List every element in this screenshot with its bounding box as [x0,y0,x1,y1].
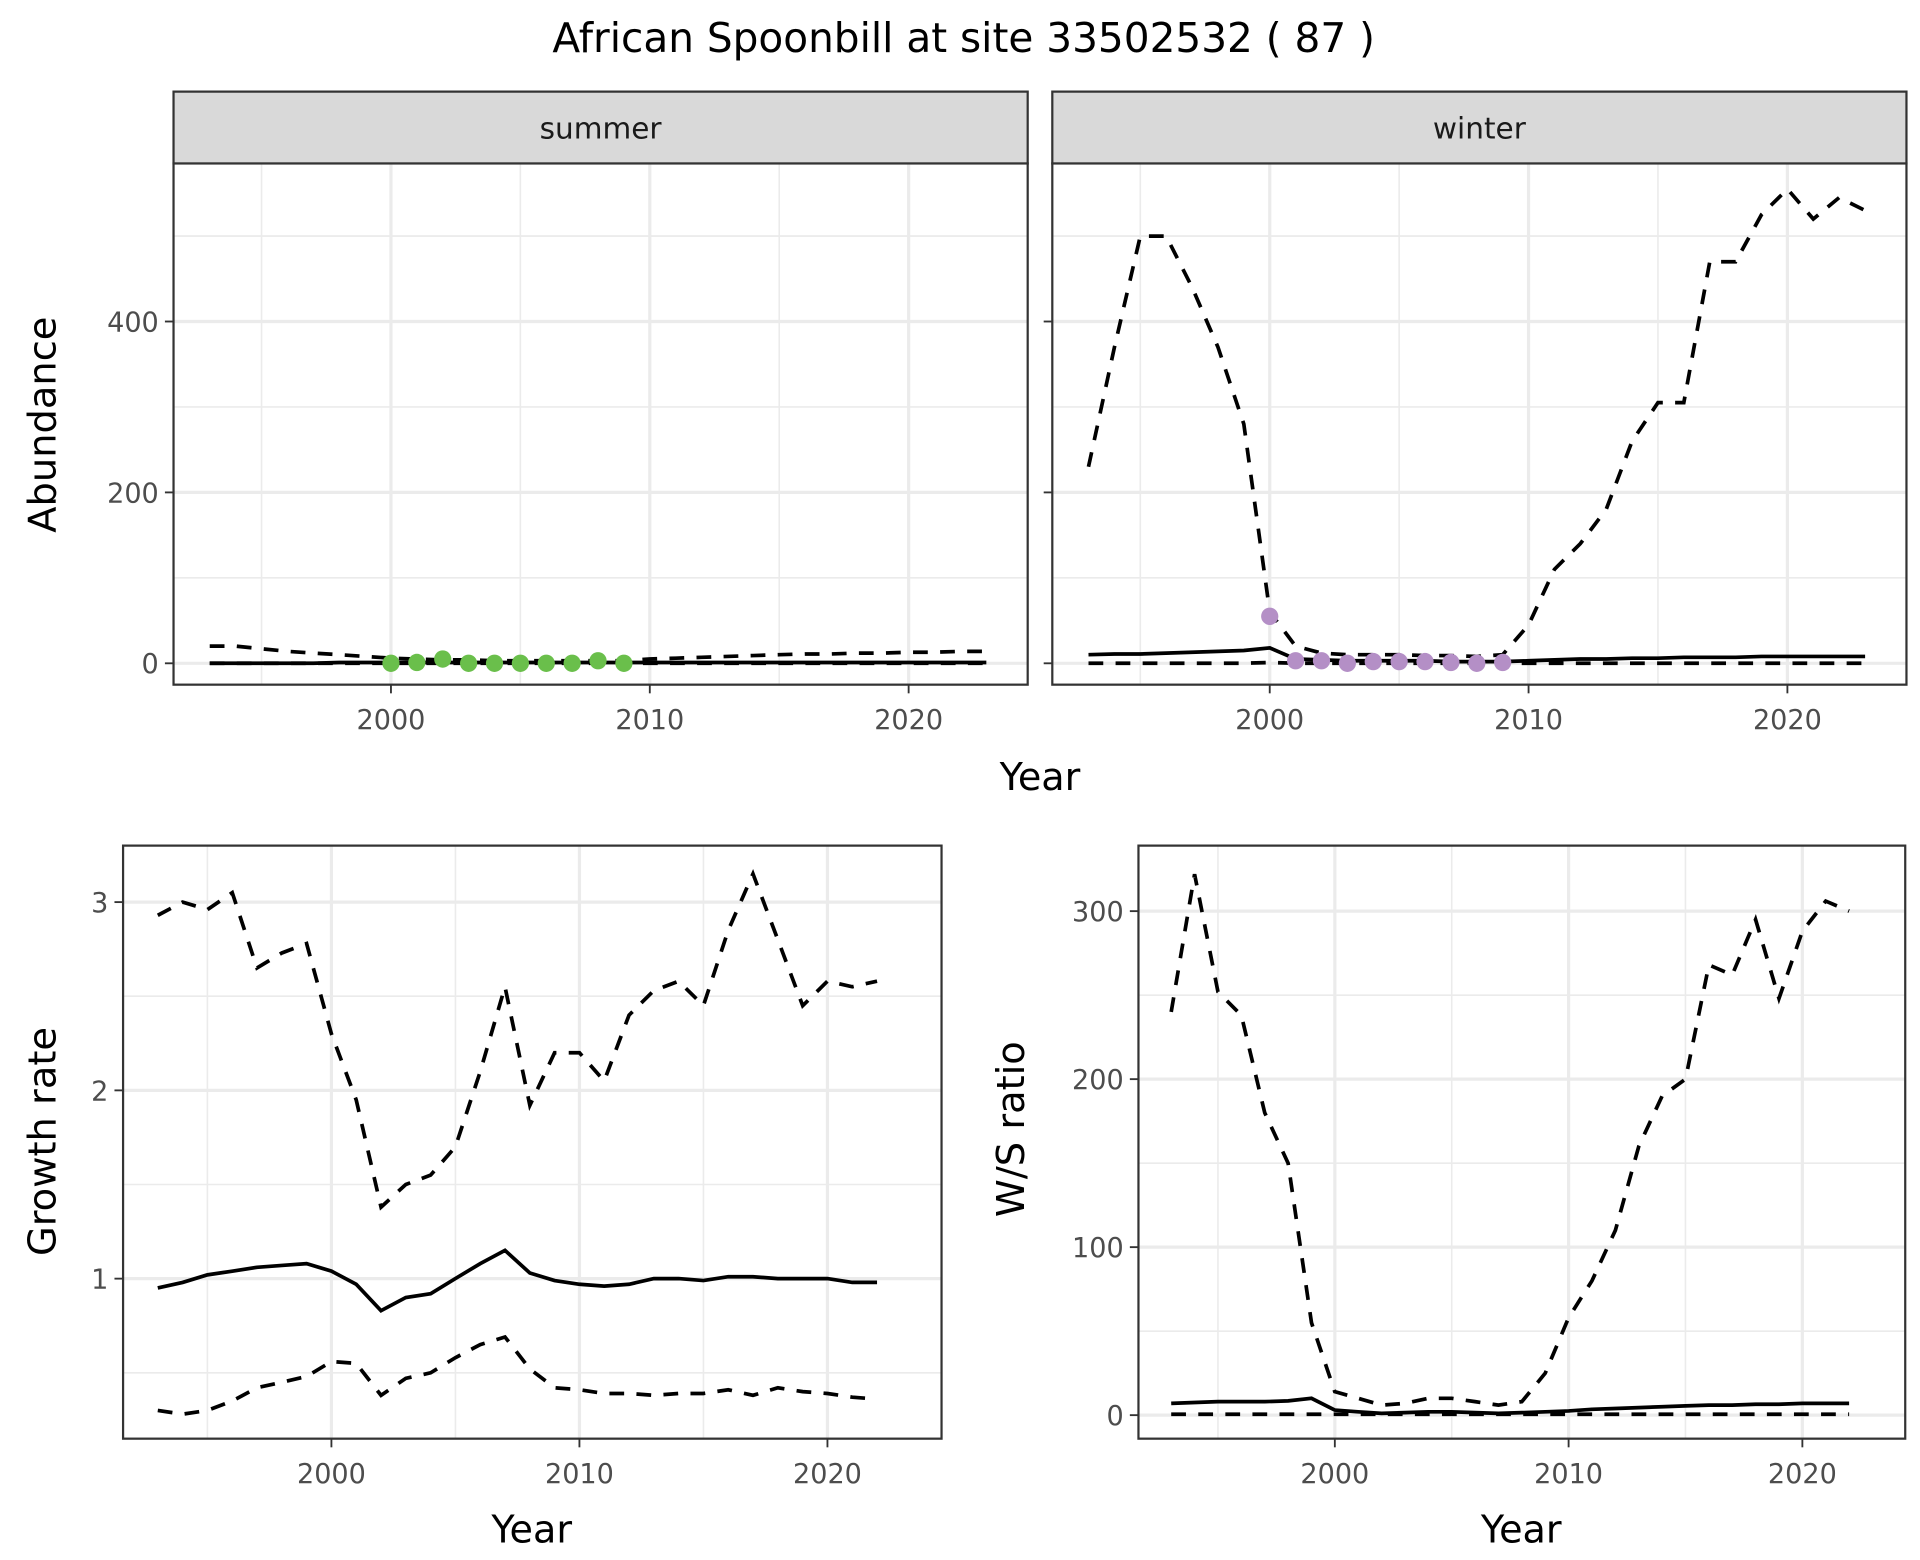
data-point [485,654,504,672]
data-point [615,654,633,672]
x-tick-label: 2000 [357,705,426,736]
series-line-lower-bound [157,1334,878,1417]
y-tick-label: 0 [1106,1401,1123,1432]
x-axis-title: Year [1480,1508,1562,1553]
y-axis-title: Growth rate [20,1027,65,1256]
data-point [589,652,607,670]
x-tick-label: 2000 [1235,705,1304,736]
plot-background [173,163,1028,685]
x-tick-label: 2010 [1534,1459,1603,1490]
panel-border [1137,844,1907,1440]
data-point [434,650,452,668]
data-point [1364,652,1382,671]
data-point [1390,652,1408,671]
panel-ws-ratio: 2000 2010 2020 0 100 200 300 Year W/S ratio [989,844,1907,1553]
data-point [382,654,400,672]
panel-border [121,844,943,1440]
x-tick-label: 2020 [874,705,943,736]
chart-title: African Spoonbill at site 33502532 ( 87 … [552,14,1375,62]
panel-abundance-winter: 2000 2010 2020 winter [1043,90,1908,736]
x-tick-label: 2020 [1768,1459,1837,1490]
plot-background [1052,163,1907,685]
x-tick-label: 2010 [615,705,684,736]
data-point [537,654,555,672]
x-tick-label: 2010 [545,1459,614,1490]
y-tick-label: 200 [107,478,159,509]
y-axis-title: W/S ratio [989,1041,1034,1217]
y-axis-title: Abundance [20,317,65,533]
data-point [1338,654,1356,672]
y-tick-label: 3 [91,888,108,919]
data-point [511,654,529,672]
y-tick-label: 100 [1072,1233,1124,1264]
y-tick-label: 400 [107,307,159,338]
x-tick-label: 2000 [297,1459,366,1490]
x-tick-label: 2000 [1300,1459,1369,1490]
data-point [1468,654,1486,672]
plot-background [123,845,942,1439]
y-tick-label: 2 [91,1076,108,1107]
data-point [1261,607,1279,625]
data-point [1286,652,1305,670]
y-tick-label: 200 [1072,1065,1124,1096]
y-tick-label: 1 [91,1264,108,1295]
panel-abundance-summer: 2000 2010 2020 0 200 400 summer [107,90,1029,736]
panel-growth-rate: 2000 2010 2020 1 2 3 Year Growth rate [20,844,943,1553]
data-point [408,653,426,672]
y-tick-label: 300 [1072,897,1124,928]
data-point [1442,653,1460,672]
facet-label: summer [540,112,663,146]
data-point [1312,652,1331,670]
y-tick-label: 0 [142,649,159,680]
data-point [1494,653,1512,672]
facet-strip [172,90,1029,165]
series-line-upper-bound [1169,873,1850,1407]
facet-strip [1051,90,1908,165]
x-tick-label: 2020 [793,1459,862,1490]
facet-label: winter [1433,112,1527,146]
x-axis-title: Year [999,755,1081,800]
plot-background [1138,845,1906,1439]
x-tick-label: 2010 [1494,705,1563,736]
data-point [1416,652,1434,671]
series-line-upper-bound [156,868,878,1211]
series-line-estimate [157,1248,878,1313]
x-tick-label: 2020 [1753,705,1822,736]
data-point [459,654,478,672]
data-point [563,654,581,672]
x-axis-title: Year [490,1508,572,1553]
